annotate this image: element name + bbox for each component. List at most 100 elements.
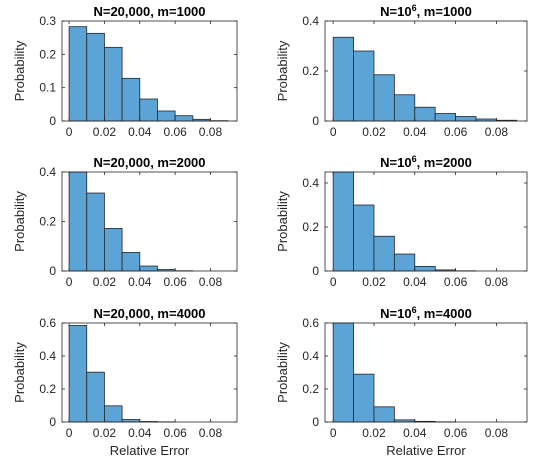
x-tick-label: 0.06: [163, 426, 187, 440]
histogram-bar: [353, 373, 375, 423]
x-tick-label: 0: [66, 125, 73, 139]
x-tick-label: 0: [330, 426, 337, 440]
histogram-bar: [455, 116, 477, 122]
x-tick-label: 0.08: [485, 125, 509, 139]
y-tick-label: 0.6: [39, 316, 56, 330]
histogram-bar: [332, 171, 354, 272]
y-tick-label: 0.4: [302, 349, 319, 363]
x-tick-label: 0.08: [199, 426, 223, 440]
x-tick-label: 0.04: [128, 426, 152, 440]
y-tick-label: 0: [49, 114, 56, 128]
y-tick-label: 0.2: [302, 64, 319, 78]
histogram-bar: [332, 36, 354, 122]
x-tick-label: 0.06: [444, 275, 468, 289]
histogram-bar: [104, 46, 123, 122]
histogram-bar: [332, 322, 354, 423]
y-axis-label: Probability: [12, 191, 27, 252]
axes-frame: [61, 20, 238, 122]
y-axis-label: Probability: [275, 40, 290, 101]
y-tick-label: 0.1: [39, 81, 56, 95]
y-tick-label: 0.2: [39, 47, 56, 61]
x-tick-label: 0.06: [444, 125, 468, 139]
y-axis-label: Probability: [275, 342, 290, 403]
histogram-panel: 0 0.02 0.04 0.06 0.08 0 0.2 0.4 0.6 Probability Re…: [12, 306, 238, 458]
y-tick-label: 0.6: [302, 316, 319, 330]
histogram-bar: [139, 265, 158, 272]
axes-frame: [324, 322, 528, 423]
chart-title: N=106, m=1000: [380, 3, 472, 19]
x-tick-label: 0: [66, 426, 73, 440]
y-tick-label: 0.2: [39, 382, 56, 396]
histogram-bar: [157, 110, 176, 122]
y-axis-label: Probability: [12, 342, 27, 403]
histogram-bar: [353, 204, 375, 272]
histogram-panel: 0 0.02 0.04 0.06 0.08 0 0.2 0.4 Probability N=20,…: [12, 155, 238, 289]
y-tick-label: 0.2: [302, 220, 319, 234]
y-axis-label: Probability: [275, 191, 290, 252]
x-tick-label: 0: [330, 125, 337, 139]
histogram-bar: [68, 26, 88, 122]
histogram-bar: [373, 74, 395, 122]
x-tick-label: 0.02: [362, 426, 386, 440]
x-tick-label: 0.02: [362, 125, 386, 139]
x-tick-label: 0.02: [362, 275, 386, 289]
histogram-bar: [121, 252, 141, 272]
x-axis-label: Relative Error: [110, 443, 190, 458]
y-tick-label: 0: [312, 114, 319, 128]
x-tick-label: 0.04: [403, 426, 427, 440]
y-tick-label: 0.2: [39, 215, 56, 229]
x-tick-label: 0.08: [199, 125, 223, 139]
chart-title: N=106, m=4000: [380, 305, 472, 321]
x-tick-label: 0.08: [199, 275, 223, 289]
chart-title: N=20,000, m=2000: [93, 155, 205, 170]
histogram-bar: [414, 106, 436, 122]
x-tick-label: 0: [330, 275, 337, 289]
histogram-panel: 0 0.02 0.04 0.06 0.08 0 0.2 0.4 0.6 Probability Re…: [275, 305, 528, 458]
x-tick-label: 0.04: [128, 275, 152, 289]
histogram-panel: 0 0.02 0.04 0.06 0.08 0 0.2 0.4 Probability N=106…: [275, 154, 528, 289]
histogram-bar: [104, 405, 123, 423]
y-tick-label: 0.4: [39, 165, 56, 179]
axes-frame: [324, 171, 528, 272]
x-tick-label: 0.08: [485, 426, 509, 440]
x-tick-label: 0.06: [444, 426, 468, 440]
histogram-bar: [414, 265, 436, 272]
x-tick-label: 0.06: [163, 125, 187, 139]
chart-title: N=20,000, m=4000: [93, 306, 205, 321]
chart-title: N=106, m=2000: [380, 154, 472, 170]
histogram-bar: [373, 406, 395, 423]
histogram-panel: 0 0.02 0.04 0.06 0.08 0 0.1 0.2 0.3 Probability N=…: [12, 4, 238, 139]
x-tick-label: 0.04: [128, 125, 152, 139]
x-tick-label: 0.04: [403, 275, 427, 289]
histogram-bar: [393, 253, 416, 272]
histogram-panel: 0 0.02 0.04 0.06 0.08 0 0.2 0.4 Probability N=106…: [275, 3, 528, 139]
x-tick-label: 0.04: [403, 125, 427, 139]
x-axis-label: Relative Error: [386, 443, 466, 458]
y-tick-label: 0.3: [39, 14, 56, 28]
histogram-bar: [68, 171, 88, 272]
histogram-bar: [353, 50, 375, 122]
x-tick-label: 0: [66, 275, 73, 289]
y-tick-label: 0.4: [39, 349, 56, 363]
y-tick-label: 0: [312, 264, 319, 278]
histogram-bar: [434, 113, 456, 122]
y-tick-label: 0.2: [302, 382, 319, 396]
x-tick-label: 0.08: [485, 275, 509, 289]
chart-title: N=20,000, m=1000: [93, 4, 205, 19]
x-tick-label: 0.06: [163, 275, 187, 289]
axes-frame: [61, 322, 238, 423]
histogram-bar: [121, 77, 141, 122]
y-tick-label: 0: [49, 415, 56, 429]
x-tick-label: 0.02: [93, 426, 117, 440]
y-axis-label: Probability: [12, 40, 27, 101]
y-tick-label: 0.4: [302, 14, 319, 28]
histogram-bar: [139, 98, 158, 122]
histogram-bar: [86, 371, 105, 423]
y-tick-label: 0: [49, 264, 56, 278]
histogram-bar: [86, 32, 105, 122]
y-tick-label: 0: [312, 415, 319, 429]
x-tick-label: 0.02: [93, 275, 117, 289]
x-tick-label: 0.02: [93, 125, 117, 139]
histogram-bar: [104, 228, 123, 272]
